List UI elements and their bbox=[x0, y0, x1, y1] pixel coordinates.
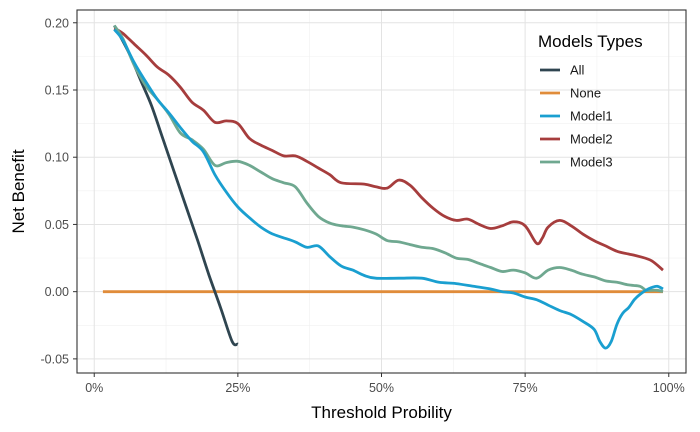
series-layer bbox=[102, 24, 664, 350]
x-tick-label: 100% bbox=[653, 381, 685, 395]
y-tick-label: 0.00 bbox=[45, 285, 69, 299]
legend-items: All None Model1 Model2 Model3 bbox=[540, 63, 613, 170]
legend-label-none: None bbox=[570, 86, 601, 101]
y-tick-label: 0.05 bbox=[45, 218, 69, 232]
legend-label-all: All bbox=[570, 63, 585, 78]
y-tick-label: 0.10 bbox=[45, 151, 69, 165]
x-tick-label: 0% bbox=[85, 381, 103, 395]
grid-major-lines bbox=[77, 10, 686, 373]
y-tick-label: -0.05 bbox=[41, 352, 70, 366]
series-line-model3 bbox=[113, 24, 664, 294]
legend-label-model2: Model2 bbox=[570, 132, 613, 147]
axis-tick-labels: 0% 25% 50% 75% 100% -0.05 0.00 0.05 0.10 0.15 0.20 bbox=[41, 16, 685, 395]
legend-label-model3: Model3 bbox=[570, 155, 613, 170]
y-axis-title: Net Benefit bbox=[9, 149, 28, 233]
series-line-model2 bbox=[113, 26, 664, 272]
x-tick-label: 75% bbox=[513, 381, 538, 395]
axis-ticks bbox=[73, 22, 670, 377]
series-line-model1 bbox=[113, 28, 664, 350]
x-axis-title: Threshold Probility bbox=[311, 403, 452, 422]
y-tick-label: 0.15 bbox=[45, 83, 69, 97]
legend-title: Models Types bbox=[538, 32, 643, 51]
x-tick-label: 25% bbox=[225, 381, 250, 395]
legend-label-model1: Model1 bbox=[570, 109, 613, 124]
y-tick-label: 0.20 bbox=[45, 16, 69, 30]
x-tick-label: 50% bbox=[369, 381, 394, 395]
legend: Models Types All None Model1 Model2 Model3 bbox=[538, 32, 643, 170]
